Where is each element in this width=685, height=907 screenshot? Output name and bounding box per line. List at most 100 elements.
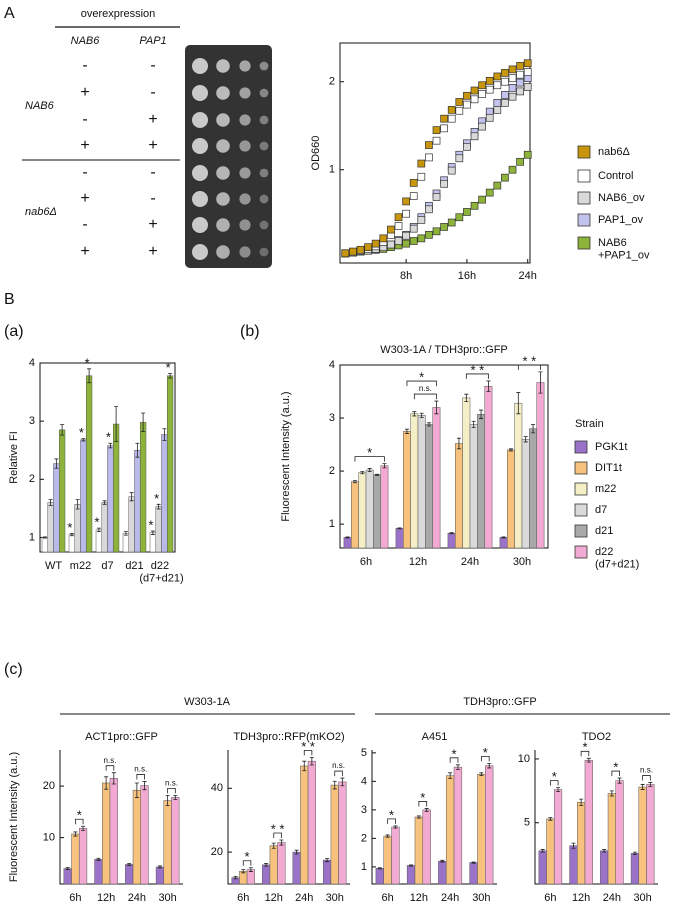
- data-point: [440, 114, 448, 123]
- error-bar: [556, 787, 561, 792]
- error-bar: [241, 869, 246, 874]
- error-bar: [609, 790, 614, 797]
- colony-spot: [216, 113, 230, 127]
- error-bar: [271, 842, 276, 849]
- data-point: [523, 83, 532, 91]
- bracket: [418, 801, 428, 807]
- bar: [94, 859, 103, 885]
- error-bar: [360, 471, 365, 475]
- error-bar: [340, 777, 345, 787]
- y-tick-label: 1: [29, 531, 35, 543]
- data-point: [493, 81, 502, 90]
- error-bar: [548, 817, 553, 821]
- x-tick-label: 30h: [513, 556, 531, 568]
- data-point: [432, 227, 441, 236]
- bar: [166, 375, 174, 553]
- error-bar: [440, 859, 445, 863]
- bracket: [642, 775, 651, 781]
- colony-spot: [216, 166, 230, 180]
- chart-title: TDO2: [582, 731, 611, 743]
- bar: [630, 853, 640, 885]
- error-bar: [479, 772, 484, 777]
- colony-spot: [239, 140, 251, 152]
- bar: [484, 385, 493, 549]
- significance-mark: *: [77, 808, 82, 823]
- legend-title: Strain: [575, 418, 604, 430]
- data-point: [470, 95, 479, 104]
- colony-spot: [192, 138, 208, 154]
- bar: [307, 760, 316, 885]
- bar: [455, 443, 463, 549]
- x-tick-label: 12h: [265, 892, 283, 904]
- bracket: [136, 774, 145, 780]
- bar: [140, 785, 149, 885]
- data-point: [501, 77, 509, 86]
- data-point: [516, 70, 524, 79]
- legend-swatch: [577, 169, 591, 183]
- significance-mark: * *: [271, 821, 285, 836]
- significance-mark: *: [367, 445, 372, 460]
- bar: [383, 835, 392, 885]
- significance-mark: *: [85, 355, 90, 370]
- x-tick-label: 24h: [128, 892, 146, 904]
- data-point: [447, 106, 456, 114]
- error-bar: [165, 794, 170, 807]
- data-point: [425, 230, 433, 239]
- bracket: [303, 749, 313, 756]
- significance-mark: n.s.: [419, 384, 432, 393]
- colony-spot: [259, 115, 269, 125]
- error-bar: [96, 527, 101, 533]
- error-bar: [404, 428, 409, 434]
- data-point: [485, 76, 494, 85]
- panel-label: (a): [4, 323, 24, 340]
- data-point: [493, 181, 502, 190]
- bar: [469, 424, 478, 549]
- bar: [277, 842, 286, 885]
- error-bar: [96, 857, 101, 861]
- colony-spot: [216, 218, 230, 232]
- bar: [553, 789, 563, 885]
- error-bar: [377, 867, 382, 870]
- text-line: NAB6: [598, 237, 630, 249]
- plot-frame: [339, 364, 549, 549]
- bar: [414, 816, 424, 885]
- x-tick-label: 24h: [441, 892, 459, 904]
- error-bar: [538, 371, 543, 394]
- genotype-cell: +: [148, 137, 157, 154]
- x-tick-label: 24h: [519, 270, 537, 282]
- y-tick-label: 1: [361, 861, 367, 873]
- bar: [395, 528, 404, 549]
- colony-spot: [239, 193, 251, 205]
- bracket: [334, 770, 343, 777]
- colony-spot: [239, 114, 251, 126]
- plate: [185, 45, 272, 268]
- y-tick-label: 4: [329, 359, 335, 371]
- bar: [536, 382, 545, 549]
- bar: [107, 445, 114, 553]
- data-point: [463, 91, 471, 100]
- significance-mark: *: [613, 760, 618, 775]
- legend-swatch: [574, 440, 588, 454]
- x-tick-label: 30h: [158, 892, 176, 904]
- x-tick-label: WT: [45, 560, 62, 572]
- y-tick-label: 5: [361, 747, 367, 759]
- y-tick-label: 1: [329, 164, 335, 176]
- bar: [58, 429, 66, 553]
- bar: [584, 759, 593, 885]
- bar: [438, 860, 447, 885]
- data-point: [516, 78, 524, 87]
- bar: [95, 529, 103, 553]
- colony-spot: [239, 167, 251, 179]
- colony-spot: [259, 141, 269, 151]
- x-tick-label: m22: [70, 560, 91, 572]
- x-tick-label: 12h: [409, 556, 427, 568]
- significance-mark: *: [389, 807, 394, 822]
- colony-spot: [259, 194, 269, 204]
- legend-swatch: [574, 503, 588, 517]
- bar: [646, 784, 655, 885]
- data-point: [455, 98, 464, 106]
- colony-spot: [259, 168, 269, 178]
- genotype-cell: +: [148, 111, 157, 128]
- data-point: [417, 216, 426, 224]
- error-bar: [640, 784, 645, 790]
